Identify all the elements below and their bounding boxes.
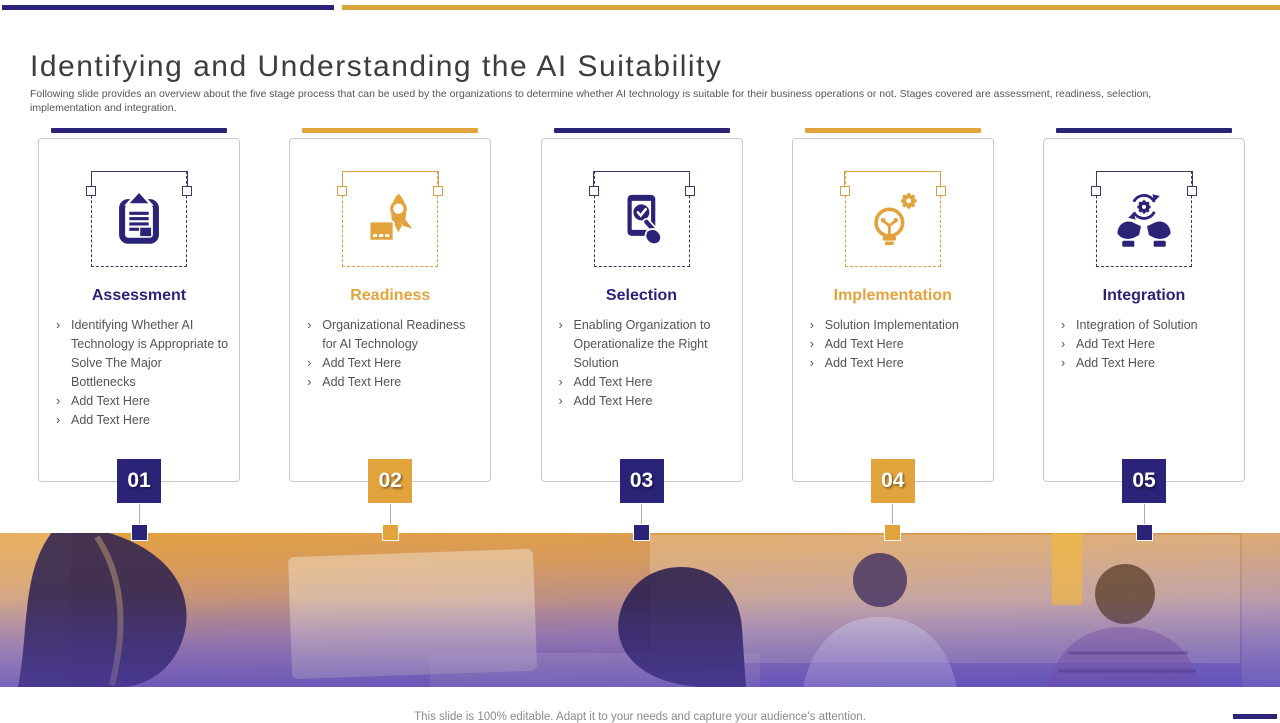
bullet-item: Solution Implementation — [809, 316, 983, 335]
stage-title: Integration — [1102, 287, 1186, 304]
stage-number-badge: 01 — [117, 459, 161, 503]
bullet-item: Organizational Readiness for AI Technolo… — [306, 316, 480, 354]
bullet-item: Add Text Here — [306, 373, 480, 392]
placeholder-frame — [90, 170, 188, 192]
stage-accent-bar — [302, 128, 479, 133]
team-photo — [0, 533, 1280, 687]
stage-bullets: Identifying Whether AI Technology is App… — [39, 316, 239, 430]
stage-column-readiness: Readiness Organizational Readiness for A… — [289, 128, 492, 541]
placeholder-frame — [1095, 170, 1193, 192]
stage-card: Assessment Identifying Whether AI Techno… — [38, 138, 240, 503]
bullet-item: Add Text Here — [1060, 335, 1234, 354]
stage-number-badge: 05 — [1122, 459, 1166, 503]
stage-accent-bar — [804, 128, 981, 133]
stage-number-badge: 02 — [368, 459, 413, 503]
placeholder-frame — [593, 170, 690, 192]
stage-accent-bar — [1056, 128, 1232, 133]
bullet-item: Add Text Here — [809, 354, 983, 373]
connector-square — [884, 524, 902, 541]
connector-line — [389, 504, 391, 524]
slide-title: Identifying and Understanding the AI Sui… — [30, 50, 723, 84]
bullet-item: Add Text Here — [55, 411, 229, 430]
selection-handle-icon — [588, 186, 599, 196]
bullet-item: Add Text Here — [558, 392, 732, 411]
selection-handle-icon — [1091, 186, 1101, 196]
connector-line — [892, 504, 894, 524]
hands-holding-gear-icon — [1117, 194, 1171, 247]
icon-placeholder-box — [588, 170, 695, 267]
connector-square — [633, 524, 650, 541]
connector-line — [1143, 504, 1145, 524]
stage-title: Readiness — [350, 287, 431, 304]
stage-accent-bar — [51, 128, 227, 133]
stage-accent-bar — [553, 128, 730, 133]
stage-column-integration: Integration Integration of Solution Add … — [1043, 128, 1245, 541]
selection-handle-icon — [337, 186, 348, 196]
stage-card: Implementation Solution Implementation A… — [791, 138, 994, 503]
slide-subtitle: Following slide provides an overview abo… — [30, 87, 1152, 115]
icon-placeholder-box — [839, 170, 946, 267]
stage-title: Selection — [605, 287, 678, 304]
stage-bullets: Integration of Solution Add Text Here Ad… — [1044, 316, 1244, 373]
bullet-item: Add Text Here — [55, 392, 229, 411]
lightbulb-gear-icon — [874, 193, 917, 246]
stage-title: Assessment — [91, 287, 187, 304]
bullet-item: Add Text Here — [306, 354, 480, 373]
footer-note: This slide is 100% editable. Adapt it to… — [414, 710, 866, 723]
placeholder-frame — [844, 170, 942, 192]
selection-handle-icon — [433, 186, 444, 196]
icon-placeholder-box — [337, 170, 444, 267]
selection-handle-icon — [182, 186, 192, 196]
team-photo-illustration — [0, 533, 1280, 687]
top-accent-bar-navy — [2, 5, 334, 10]
stage-column-selection: Selection Enabling Organization to Opera… — [540, 128, 743, 541]
selection-handle-icon — [839, 186, 850, 196]
stage-number-badge: 03 — [619, 459, 664, 503]
selection-handle-icon — [1187, 186, 1197, 196]
stage-card: Selection Enabling Organization to Opera… — [540, 138, 743, 503]
connector-square — [1135, 524, 1153, 541]
stage-card: Integration Integration of Solution Add … — [1043, 138, 1245, 503]
top-accent-bar-orange — [342, 5, 1280, 10]
stage-card: Readiness Organizational Readiness for A… — [289, 138, 492, 503]
stage-bullets: Solution Implementation Add Text Here Ad… — [793, 316, 993, 373]
placeholder-frame — [341, 170, 439, 192]
stage-bullets: Organizational Readiness for AI Technolo… — [290, 316, 490, 392]
connector-line — [641, 504, 642, 524]
icon-placeholder-box — [86, 170, 192, 267]
connector-square — [381, 524, 399, 541]
bottom-corner-bar — [1233, 714, 1277, 719]
device-check-hand-icon — [627, 194, 662, 246]
selection-handle-icon — [684, 186, 695, 196]
bullet-item: Add Text Here — [558, 373, 732, 392]
rocket-launch-icon — [368, 193, 413, 242]
stage-title: Implementation — [833, 287, 952, 304]
selection-handle-icon — [86, 186, 96, 196]
connector-square — [130, 524, 148, 541]
bullet-item: Add Text Here — [809, 335, 983, 354]
stage-column-assessment: Assessment Identifying Whether AI Techno… — [38, 128, 240, 541]
bullet-item: Enabling Organization to Operationalize … — [558, 316, 732, 373]
selection-handle-icon — [935, 186, 946, 196]
connector-line — [138, 504, 140, 524]
bullet-item: Add Text Here — [1060, 354, 1234, 373]
stage-number-badge: 04 — [870, 459, 915, 503]
stage-bullets: Enabling Organization to Operationalize … — [542, 316, 742, 411]
bullet-item: Integration of Solution — [1060, 316, 1234, 335]
bullet-item: Identifying Whether AI Technology is App… — [55, 316, 229, 392]
clipboard-report-icon — [119, 190, 159, 244]
stage-row: Assessment Identifying Whether AI Techno… — [38, 128, 1245, 541]
stage-column-implementation: Implementation Solution Implementation A… — [791, 128, 994, 541]
icon-placeholder-box — [1091, 170, 1197, 267]
